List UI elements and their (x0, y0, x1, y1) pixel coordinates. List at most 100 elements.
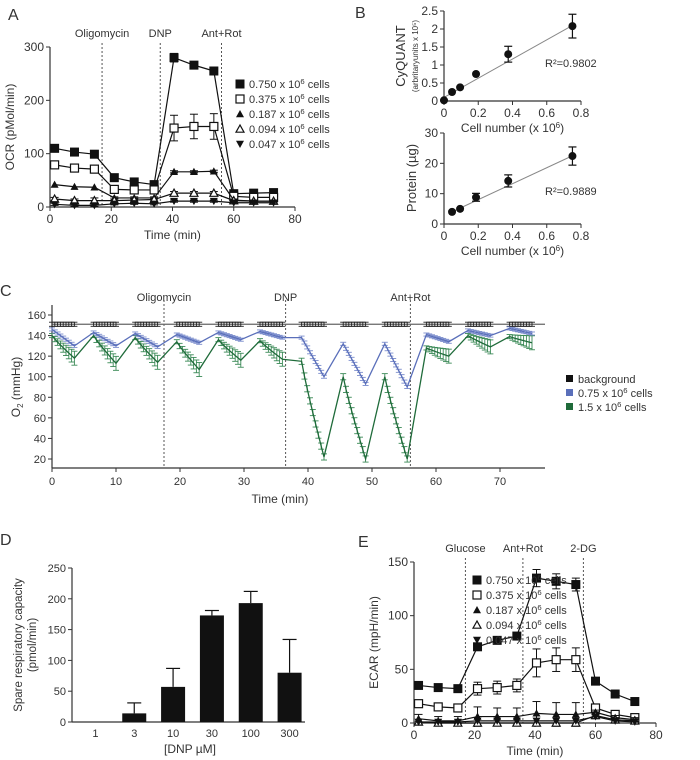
x-tick-label: 40 (302, 476, 314, 488)
data-point (170, 197, 179, 206)
data-point (448, 88, 457, 96)
legend-label: 0.047 x 106 cells (486, 633, 567, 647)
y-tick-label: 0 (37, 200, 44, 214)
x-tick-label: 40 (528, 728, 542, 742)
legend-marker (472, 590, 482, 600)
legend-swatch (566, 389, 573, 396)
data-point (472, 193, 481, 202)
data-point (551, 655, 561, 665)
data-point (571, 580, 581, 590)
panel-label-E: E (358, 534, 369, 551)
data-point (571, 655, 581, 665)
legend-marker (473, 636, 481, 644)
series-line (54, 200, 274, 206)
x-tick-label: 0.8 (573, 229, 590, 243)
data-point (512, 631, 522, 641)
y-tick-label: 200 (24, 93, 44, 107)
series-line (418, 715, 635, 723)
data-point (170, 167, 179, 175)
data-point (229, 199, 238, 207)
data-point (473, 642, 483, 652)
panel-A: Oligomycin DNP Ant+Rot 0 100 200 300 0 20 40 60 80 T… (3, 28, 330, 242)
data-point (49, 193, 60, 203)
legend-label: 0.094 x 106 cells (249, 122, 330, 136)
y-tick-label: 60 (34, 413, 46, 425)
legend-label: 0.094 x 106 cells (486, 618, 567, 632)
data-point (448, 207, 457, 216)
y-tick-label: 40 (34, 433, 46, 445)
data-point (189, 60, 199, 70)
y-axis-title: OCR (pMol/min) (3, 84, 17, 171)
data-point (49, 160, 60, 170)
data-point (453, 684, 463, 694)
data-point (568, 22, 577, 31)
y-tick-label: 2.5 (421, 4, 438, 18)
data-point (512, 717, 521, 725)
data-point (109, 184, 119, 194)
treatment-label: Ant+Rot (503, 543, 543, 555)
y-tick-label: 100 (24, 147, 44, 161)
data-point (453, 703, 463, 713)
y-tick-label: 20 (425, 156, 439, 170)
data-point (456, 204, 465, 213)
panel-B2: 0 10 20 30 0 0.2 0.4 0.6 0.8 R²=0.9889 Cell number… (404, 126, 597, 258)
legend-label: 0.750 x 106 cells (486, 573, 567, 587)
data-point (532, 717, 541, 725)
data-point (50, 143, 60, 153)
data-point (50, 180, 59, 188)
panel-C: Oligomycin DNP Ant+Rot20406080100120140160… (9, 292, 653, 506)
treatment-label: Oligomycin (75, 28, 129, 40)
data-point (433, 683, 443, 693)
series-4 (50, 197, 278, 210)
treatment-label: Ant+Rot (201, 28, 241, 40)
x-tick-label: 1 (92, 728, 98, 740)
data-point (414, 718, 423, 726)
x-tick-label: 20 (468, 728, 482, 742)
y-tick-label: 100 (28, 372, 46, 384)
data-point (440, 96, 448, 105)
data-point (504, 176, 513, 185)
series-1 (413, 647, 640, 723)
legend-label: 0.187 x 106 cells (249, 107, 330, 121)
legend-label: 0.750 x 106 cells (249, 77, 330, 91)
y-tick-label: 300 (24, 40, 44, 54)
x-tick-label: 300 (280, 728, 298, 740)
data-point (504, 50, 513, 59)
y-tick-label: 0 (431, 217, 438, 231)
data-point (130, 200, 139, 208)
data-point (110, 200, 119, 208)
x-tick-label: 0 (441, 106, 448, 120)
x-tick-label: 0.4 (504, 106, 521, 120)
y-tick-label: 120 (28, 351, 46, 363)
fit-line (451, 155, 573, 213)
y-axis-title: ECAR (mpH/min) (367, 596, 381, 689)
x-tick-label: 3 (131, 728, 137, 740)
series-1 (49, 113, 279, 202)
data-point (209, 66, 219, 76)
x-axis-title: [DNP µM] (164, 742, 216, 756)
y-tick-label: 150 (48, 625, 66, 637)
legend-marker (471, 619, 483, 629)
legend-marker (235, 79, 245, 89)
panel-E: Glucose Ant+Rot 2-DG 0 50 100 150 0 20 40 60 80 Time… (367, 543, 663, 758)
data-point (453, 718, 462, 726)
legend-label: 0.187 x 106 cells (486, 603, 567, 617)
x-tick-label: 0.2 (470, 229, 487, 243)
data-point (149, 185, 159, 195)
data-point (189, 167, 198, 175)
x-tick-label: 70 (494, 476, 506, 488)
y-tick-label: 100 (388, 609, 408, 623)
y-tick-label: 140 (28, 331, 46, 343)
data-point (109, 173, 119, 183)
series-1.5e6-cells-line (51, 334, 533, 462)
data-point (90, 183, 99, 191)
treatment-label: 2-DG (570, 543, 596, 555)
data-point (129, 185, 139, 195)
x-tick-label: 60 (227, 212, 241, 226)
data-point (209, 197, 218, 206)
data-point (70, 182, 79, 190)
data-point (630, 697, 640, 707)
data-point (269, 199, 278, 207)
legend-label: 0.375 x 106 cells (486, 588, 567, 602)
